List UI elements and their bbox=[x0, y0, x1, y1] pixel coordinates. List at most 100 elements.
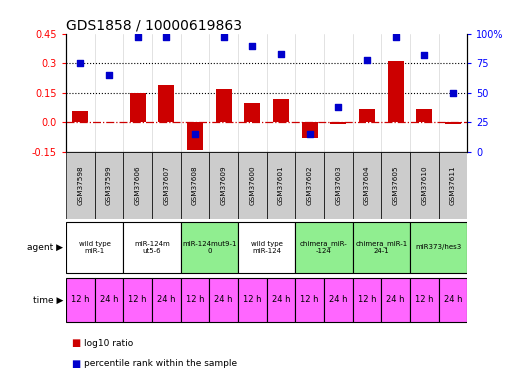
Text: agent ▶: agent ▶ bbox=[27, 243, 63, 252]
Text: 24 h: 24 h bbox=[329, 296, 347, 304]
Text: GSM37608: GSM37608 bbox=[192, 166, 198, 206]
Text: wild type
miR-1: wild type miR-1 bbox=[79, 241, 110, 254]
Text: GSM37611: GSM37611 bbox=[450, 166, 456, 206]
Bar bbox=[238, 222, 295, 273]
Point bbox=[162, 34, 171, 40]
Text: 24 h: 24 h bbox=[157, 296, 176, 304]
Text: percentile rank within the sample: percentile rank within the sample bbox=[84, 359, 238, 368]
Text: GSM37602: GSM37602 bbox=[307, 166, 313, 206]
Text: 12 h: 12 h bbox=[71, 296, 90, 304]
Bar bbox=[445, 122, 461, 124]
Point bbox=[76, 60, 84, 66]
Bar bbox=[181, 278, 209, 322]
Text: wild type
miR-124: wild type miR-124 bbox=[251, 241, 282, 254]
Text: GSM37603: GSM37603 bbox=[335, 166, 341, 206]
Bar bbox=[66, 152, 95, 219]
Bar bbox=[295, 278, 324, 322]
Bar bbox=[410, 152, 439, 219]
Bar bbox=[72, 111, 88, 122]
Text: log10 ratio: log10 ratio bbox=[84, 339, 134, 348]
Text: miR373/hes3: miR373/hes3 bbox=[416, 244, 462, 250]
Text: 24 h: 24 h bbox=[386, 296, 405, 304]
Point bbox=[391, 34, 400, 40]
Bar bbox=[181, 222, 238, 273]
Bar bbox=[181, 152, 209, 219]
Bar bbox=[353, 152, 381, 219]
Text: 12 h: 12 h bbox=[300, 296, 319, 304]
Point bbox=[420, 52, 429, 58]
Text: 24 h: 24 h bbox=[272, 296, 290, 304]
Point bbox=[277, 51, 285, 57]
Text: GSM37599: GSM37599 bbox=[106, 166, 112, 206]
Text: GSM37605: GSM37605 bbox=[393, 166, 399, 206]
Bar bbox=[417, 109, 432, 122]
Bar bbox=[295, 222, 353, 273]
Text: 12 h: 12 h bbox=[357, 296, 376, 304]
Text: chimera_miR-
-124: chimera_miR- -124 bbox=[300, 241, 348, 254]
Bar bbox=[124, 278, 152, 322]
Bar bbox=[302, 122, 317, 138]
Bar bbox=[267, 152, 295, 219]
Point bbox=[305, 131, 314, 137]
Point bbox=[363, 57, 371, 63]
Text: 24 h: 24 h bbox=[214, 296, 233, 304]
Text: GSM37609: GSM37609 bbox=[221, 166, 227, 206]
Bar bbox=[152, 278, 181, 322]
Bar bbox=[216, 89, 232, 122]
Point bbox=[105, 72, 113, 78]
Bar bbox=[267, 278, 295, 322]
Bar bbox=[95, 152, 124, 219]
Point bbox=[191, 131, 199, 137]
Bar bbox=[66, 222, 124, 273]
Point bbox=[220, 34, 228, 40]
Bar bbox=[209, 152, 238, 219]
Bar bbox=[295, 152, 324, 219]
Bar bbox=[244, 103, 260, 122]
Bar bbox=[381, 152, 410, 219]
Bar bbox=[187, 122, 203, 150]
Text: 12 h: 12 h bbox=[243, 296, 261, 304]
Bar bbox=[359, 109, 375, 122]
Text: GSM37600: GSM37600 bbox=[249, 166, 256, 206]
Bar bbox=[439, 152, 467, 219]
Bar bbox=[353, 278, 381, 322]
Text: 12 h: 12 h bbox=[415, 296, 433, 304]
Bar bbox=[388, 61, 403, 122]
Text: 12 h: 12 h bbox=[186, 296, 204, 304]
Text: GSM37610: GSM37610 bbox=[421, 166, 427, 206]
Text: miR-124mut9-1
0: miR-124mut9-1 0 bbox=[182, 241, 237, 254]
Bar bbox=[95, 278, 124, 322]
Text: GSM37607: GSM37607 bbox=[163, 166, 169, 206]
Bar bbox=[410, 278, 439, 322]
Point bbox=[449, 90, 457, 96]
Bar bbox=[381, 278, 410, 322]
Bar bbox=[209, 278, 238, 322]
Text: miR-124m
ut5-6: miR-124m ut5-6 bbox=[134, 241, 170, 254]
Bar bbox=[331, 122, 346, 124]
Bar bbox=[353, 222, 410, 273]
Bar bbox=[152, 152, 181, 219]
Bar bbox=[238, 152, 267, 219]
Text: GSM37606: GSM37606 bbox=[135, 166, 140, 206]
Bar bbox=[130, 93, 146, 122]
Bar bbox=[324, 278, 353, 322]
Text: GDS1858 / 10000619863: GDS1858 / 10000619863 bbox=[66, 19, 242, 33]
Text: GSM37598: GSM37598 bbox=[77, 166, 83, 206]
Bar bbox=[124, 222, 181, 273]
Bar bbox=[410, 222, 467, 273]
Text: 24 h: 24 h bbox=[444, 296, 462, 304]
Text: 12 h: 12 h bbox=[128, 296, 147, 304]
Text: time ▶: time ▶ bbox=[33, 296, 63, 304]
Point bbox=[334, 104, 343, 110]
Text: ■: ■ bbox=[71, 338, 81, 348]
Text: chimera_miR-1
24-1: chimera_miR-1 24-1 bbox=[355, 241, 408, 254]
Bar bbox=[158, 85, 174, 122]
Text: ■: ■ bbox=[71, 359, 81, 369]
Text: GSM37604: GSM37604 bbox=[364, 166, 370, 206]
Bar bbox=[439, 278, 467, 322]
Text: 24 h: 24 h bbox=[100, 296, 118, 304]
Point bbox=[248, 43, 257, 49]
Bar bbox=[273, 99, 289, 122]
Text: GSM37601: GSM37601 bbox=[278, 166, 284, 206]
Bar bbox=[66, 278, 95, 322]
